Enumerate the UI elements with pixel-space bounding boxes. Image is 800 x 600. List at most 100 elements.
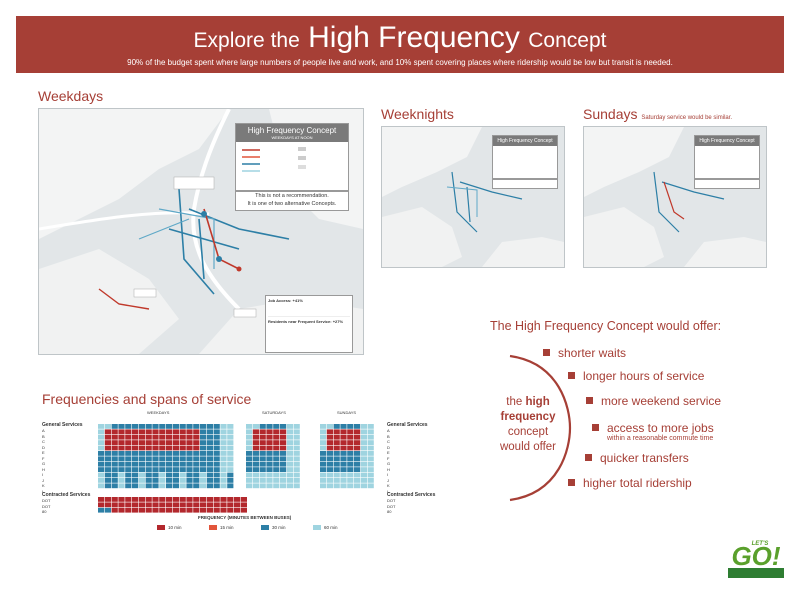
contracted-cell (206, 497, 213, 502)
contracted-cell (159, 502, 166, 508)
schedule-cell (367, 451, 374, 456)
schedule-cell (166, 478, 173, 483)
schedule-cell (206, 440, 213, 445)
schedule-cell (367, 461, 374, 467)
sundays-map-graphic (584, 127, 766, 267)
schedule-cell (220, 451, 227, 456)
route-label: H (42, 466, 45, 472)
schedule-cell (252, 440, 259, 445)
schedule-cell (252, 424, 259, 429)
legend-header: High Frequency Concept WEEKDAYS AT NOON (236, 124, 348, 142)
schedule-cell (145, 440, 152, 445)
schedule-cell (138, 451, 145, 456)
schedule-cell (354, 467, 361, 472)
schedule-cell (186, 440, 193, 445)
schedule-cell (227, 440, 234, 445)
schedule-cell (340, 478, 347, 483)
offer-item: higher total ridership (568, 476, 692, 490)
schedule-cell (125, 467, 132, 472)
schedule-cell (179, 424, 186, 429)
offer-label: quicker transfers (600, 451, 689, 465)
frequency-legend-title: FREQUENCY (MINUTES BETWEEN BUSES) (198, 515, 291, 520)
contracted-cell (132, 507, 139, 513)
schedule-cell (273, 429, 280, 435)
schedule-cell (220, 429, 227, 435)
contracted-cell (220, 497, 227, 502)
schedule-cell (326, 472, 333, 478)
schedule-cell (206, 456, 213, 462)
contracted-cell (98, 507, 105, 513)
schedule-cell (125, 440, 132, 445)
schedule-cell (145, 483, 152, 489)
schedule-cell (104, 434, 111, 440)
schedule-cell (193, 472, 200, 478)
route-label-right: E (387, 450, 390, 455)
schedule-cell (172, 445, 179, 451)
route-label-right: K (387, 483, 390, 488)
header-banner: Explore the High Frequency Concept 90% o… (16, 16, 784, 73)
offer-label: access to more jobs (607, 421, 714, 435)
schedule-cell (111, 461, 118, 467)
contracted-cell (138, 497, 145, 502)
schedule-cell (340, 467, 347, 472)
contracted-cell (172, 497, 179, 502)
contracted-cell (213, 507, 220, 513)
schedule-cell (132, 429, 139, 435)
schedule-cell (98, 461, 105, 467)
bullet-icon (592, 424, 599, 431)
contracted-cell (111, 502, 118, 508)
weeknights-map[interactable]: High Frequency Concept (381, 126, 565, 268)
contracted-cell (240, 502, 247, 508)
contracted-cell (240, 497, 247, 502)
route-label-right: F (387, 455, 390, 461)
schedule-cell (193, 478, 200, 483)
frequency-label: FREQUENCY (198, 515, 227, 520)
contracted-cell (152, 497, 159, 502)
schedule-cell (179, 434, 186, 440)
schedule-cell (220, 456, 227, 462)
schedule-cell (326, 467, 333, 472)
schedule-cell (206, 451, 213, 456)
schedule-cell (246, 429, 253, 435)
schedule-cell (200, 472, 207, 478)
schedule-cell (246, 424, 253, 429)
contracted-cell (193, 497, 200, 502)
schedule-cell (145, 451, 152, 456)
schedule-cell (252, 429, 259, 435)
schedule-cell (104, 456, 111, 462)
schedule-cell (320, 478, 327, 483)
schedule-cell (213, 461, 220, 467)
schedule-cell (286, 434, 293, 440)
schedule-cell (206, 478, 213, 483)
schedule-cell (220, 424, 227, 429)
schedule-cell (320, 434, 327, 440)
contracted-cell (200, 497, 207, 502)
schedule-cell (220, 478, 227, 483)
contracted-cell (193, 507, 200, 513)
schedule-cell (280, 424, 287, 429)
weekdays-map[interactable]: High Frequency Concept WEEKDAYS AT NOON … (38, 108, 364, 355)
schedule-cell (367, 472, 374, 478)
schedule-cell (104, 483, 111, 489)
schedule-cell (111, 429, 118, 435)
schedule-cell (246, 445, 253, 451)
contracted-cell (220, 507, 227, 513)
route-label: D (42, 444, 45, 450)
schedule-cell (246, 483, 253, 489)
schedule-cell (354, 483, 361, 489)
schedule-cell (118, 434, 125, 440)
route-label: B (42, 433, 45, 439)
schedule-cell (125, 483, 132, 489)
bullet-icon (586, 397, 593, 404)
schedule-cell (252, 461, 259, 467)
schedule-cell (206, 434, 213, 440)
schedule-cell (132, 445, 139, 451)
route-label: C (42, 439, 45, 444)
schedule-cell (132, 478, 139, 483)
schedule-cell (138, 472, 145, 478)
sundays-map[interactable]: High Frequency Concept (583, 126, 767, 268)
schedule-cell (179, 483, 186, 489)
schedule-cell (259, 429, 266, 435)
schedule-cell (266, 434, 273, 440)
schedule-cell (360, 472, 367, 478)
